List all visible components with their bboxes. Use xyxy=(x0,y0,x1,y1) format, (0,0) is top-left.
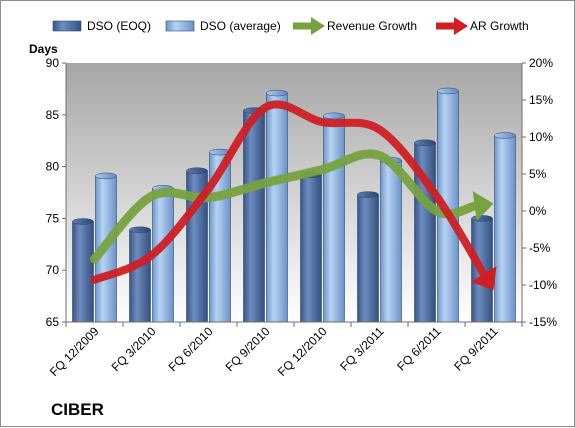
legend-arrow-revenue-growth xyxy=(311,17,325,35)
y-tick-label-right-3: 0% xyxy=(529,204,547,218)
company-label: CIBER xyxy=(51,400,104,419)
y-tick-label-right-0: -15% xyxy=(529,315,557,329)
arrowhead-revenue-growth xyxy=(472,191,494,221)
y-tick-label-right-6: 15% xyxy=(529,93,553,107)
y-tick-label-right-5: 10% xyxy=(529,130,553,144)
legend-label-0: DSO (EOQ) xyxy=(87,19,151,33)
bar-cap-dso-eoq-7 xyxy=(471,215,493,222)
legend-label-1: DSO (average) xyxy=(200,19,281,33)
x-tick-label-6: FQ 6/2011 xyxy=(394,324,444,374)
legend-swatch-dso-eoq xyxy=(52,20,82,32)
line-ar-growth xyxy=(90,100,488,284)
y-tick-label-right-7: 20% xyxy=(529,56,553,70)
bar-cap-dso-average-7 xyxy=(494,132,516,139)
x-tick-label-7: FQ 9/2011 xyxy=(451,324,501,374)
bar-dso-average-7 xyxy=(494,135,516,323)
line-revenue-growth xyxy=(90,149,480,264)
bar-dso-eoq-1 xyxy=(129,229,151,323)
x-tick-label-0: FQ 12/2009 xyxy=(47,324,102,379)
legend-label-3: AR Growth xyxy=(470,19,529,33)
y-tick-label-right-2: -5% xyxy=(529,241,551,255)
legend-swatch-dso-average xyxy=(165,20,195,32)
bar-dso-average-3 xyxy=(266,92,288,323)
legend-label-2: Revenue Growth xyxy=(327,19,417,33)
y-tick-label-right-1: -10% xyxy=(529,278,557,292)
x-tick-label-1: FQ 3/2010 xyxy=(109,324,159,374)
bar-cap-dso-average-6 xyxy=(437,87,459,95)
x-tick-label-3: FQ 9/2010 xyxy=(223,324,273,374)
bar-cap-dso-average-0 xyxy=(95,172,117,180)
bar-cap-dso-average-3 xyxy=(266,89,288,97)
y-tick-label-left-5: 90 xyxy=(46,56,60,70)
y-tick-label-left-2: 75 xyxy=(46,211,60,225)
bar-dso-eoq-0 xyxy=(72,221,94,323)
y-tick-label-left-4: 85 xyxy=(46,108,60,122)
x-tick-label-5: FQ 3/2011 xyxy=(337,324,387,374)
legend: DSO (EOQ) DSO (average) Revenue Growth AR G… xyxy=(52,17,529,35)
y-tick-label-left-1: 70 xyxy=(46,263,60,277)
bar-cap-dso-eoq-0 xyxy=(72,218,94,225)
legend-arrow-ar-growth xyxy=(454,17,468,35)
bar-cap-dso-eoq-5 xyxy=(357,191,379,198)
x-tick-label-2: FQ 6/2010 xyxy=(166,324,216,374)
y-tick-label-left-3: 80 xyxy=(46,160,60,174)
bar-cap-dso-average-4 xyxy=(323,112,345,120)
bar-dso-average-4 xyxy=(323,115,345,323)
x-tick-label-4: FQ 12/2010 xyxy=(275,324,330,379)
y-tick-label-left-0: 65 xyxy=(46,315,60,329)
bar-dso-eoq-3 xyxy=(243,110,265,323)
lines-group xyxy=(90,100,497,291)
bar-dso-eoq-5 xyxy=(357,194,379,323)
bar-cap-dso-eoq-6 xyxy=(414,139,436,147)
bar-dso-eoq-4 xyxy=(300,174,322,323)
y-axis-title: Days xyxy=(29,42,58,56)
bar-cap-dso-eoq-2 xyxy=(186,167,208,174)
bar-cap-dso-eoq-1 xyxy=(129,226,151,234)
y-tick-label-right-4: 5% xyxy=(529,167,547,181)
arrowhead-ar-growth xyxy=(470,266,497,291)
bar-dso-average-5 xyxy=(380,160,402,323)
